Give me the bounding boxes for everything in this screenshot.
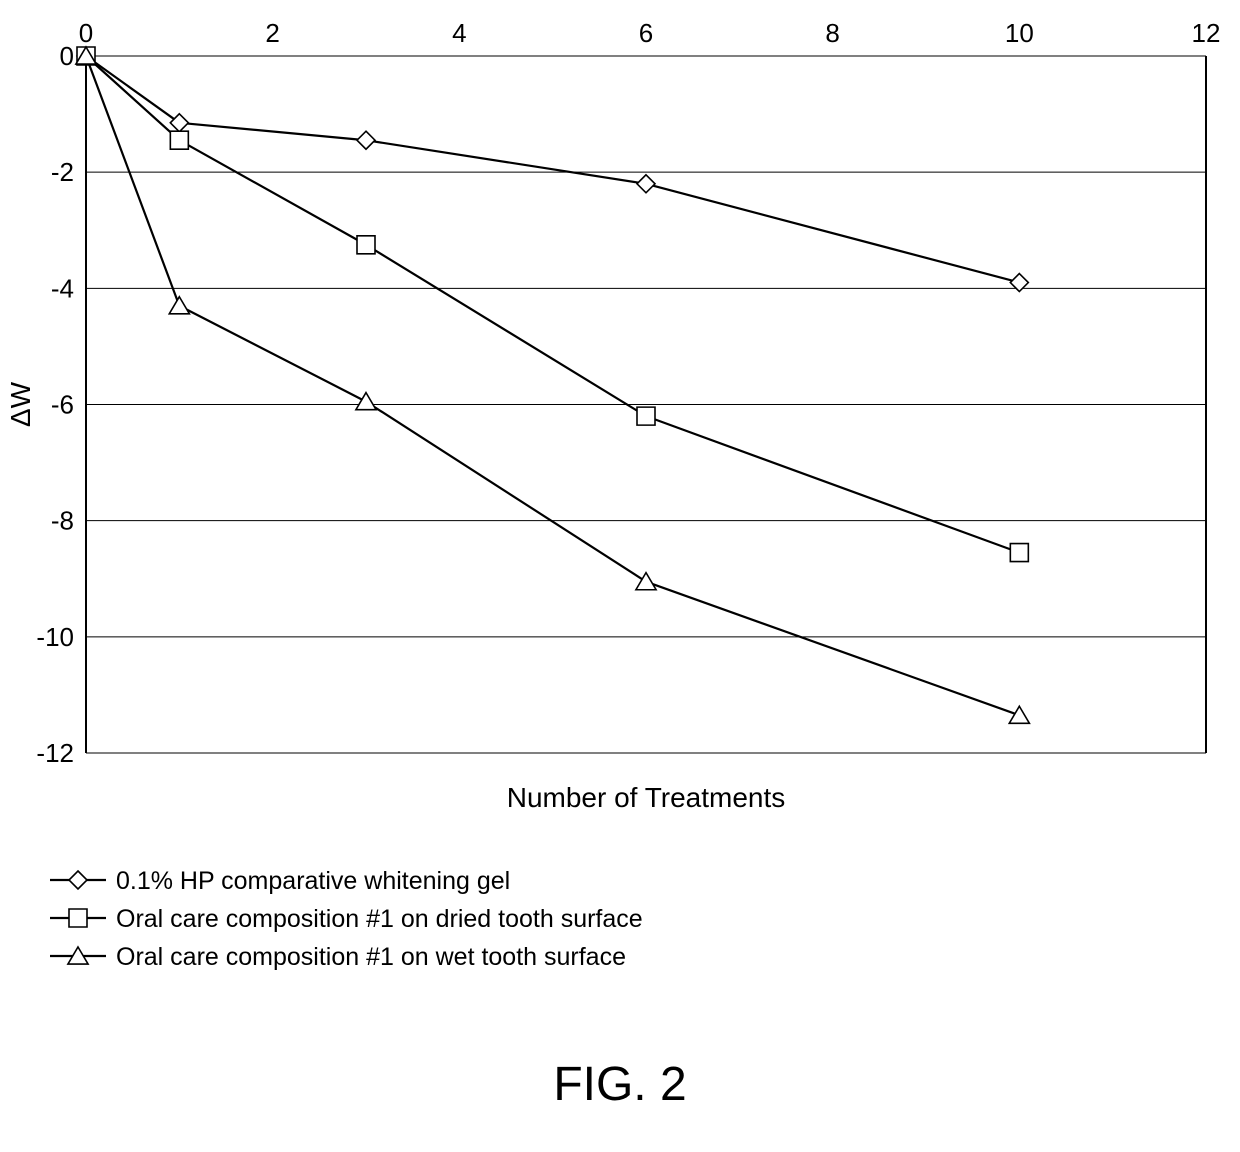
line-chart: 0 2 4 6 8 10 12 0 -2 -4 -6 -8 -10 -12 Number of Treatm… — [0, 0, 1240, 1152]
figure-container: 0 2 4 6 8 10 12 0 -2 -4 -6 -8 -10 -12 Number of Treatm… — [0, 0, 1240, 1152]
legend-marker — [69, 909, 87, 927]
series-marker — [357, 236, 375, 254]
legend-label: Oral care composition #1 on dried tooth … — [116, 905, 643, 933]
x-tick-label: 10 — [1005, 18, 1034, 48]
y-tick-label: -4 — [51, 273, 74, 303]
series-marker — [637, 407, 655, 425]
y-axis-label: ΔW — [5, 381, 36, 427]
legend-label: 0.1% HP comparative whitening gel — [116, 867, 510, 895]
x-tick-label: 4 — [452, 18, 466, 48]
series-marker — [1010, 544, 1028, 562]
x-tick-label: 6 — [639, 18, 653, 48]
series-marker — [170, 131, 188, 149]
x-tick-label: 0 — [79, 18, 93, 48]
y-tick-label: -10 — [36, 622, 74, 652]
y-tick-label: -2 — [51, 157, 74, 187]
figure-label: FIG. 2 — [553, 1058, 686, 1111]
chart-background — [0, 0, 1240, 1152]
legend-label: Oral care composition #1 on wet tooth su… — [116, 943, 626, 971]
y-tick-label: -6 — [51, 390, 74, 420]
x-tick-label: 12 — [1192, 18, 1221, 48]
x-axis-label: Number of Treatments — [507, 782, 786, 813]
y-tick-label: -8 — [51, 506, 74, 536]
y-tick-label: -12 — [36, 738, 74, 768]
x-tick-label: 8 — [825, 18, 839, 48]
y-tick-label: 0 — [60, 41, 74, 71]
x-tick-label: 2 — [265, 18, 279, 48]
